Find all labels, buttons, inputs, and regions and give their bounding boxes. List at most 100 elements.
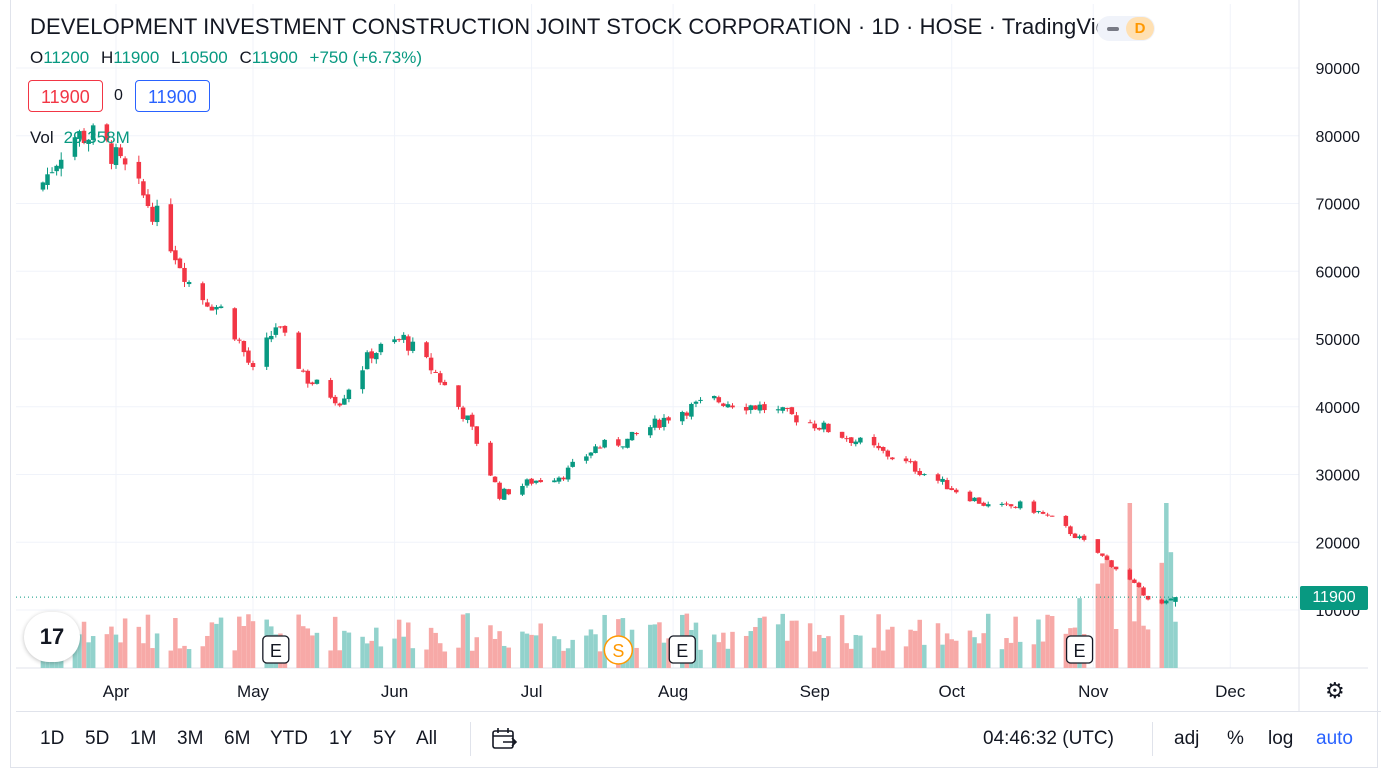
range-3m-button[interactable]: 3M [177, 728, 204, 749]
volume-bar [428, 627, 434, 668]
candle-body [392, 339, 397, 343]
volume-bar [561, 650, 566, 668]
candle-body [848, 437, 854, 444]
candle-body [1049, 515, 1055, 517]
candle-body [652, 418, 658, 428]
candle-body [725, 404, 731, 408]
x-tick-label: Apr [103, 682, 130, 701]
volume-bar [597, 651, 603, 668]
candle-body [812, 423, 817, 429]
candle-body [269, 335, 274, 340]
volume-bar [86, 642, 91, 668]
candle-body [1045, 514, 1050, 516]
range-5d-button[interactable]: 5D [85, 728, 110, 749]
candle-body [305, 370, 311, 384]
volume-bar [501, 645, 507, 668]
candle-body [839, 431, 845, 438]
candle-body [602, 439, 607, 448]
buy-button[interactable]: 11900 [135, 80, 210, 112]
candle-body [209, 306, 215, 311]
candle-body [1040, 511, 1046, 514]
y-tick-label: 40000 [1316, 400, 1361, 417]
volume-bar [136, 626, 142, 668]
auto-toggle[interactable]: auto [1316, 728, 1353, 749]
volume-bar [104, 634, 110, 668]
range-1d-button[interactable]: 1D [40, 728, 65, 749]
log-toggle[interactable]: log [1268, 728, 1294, 749]
gear-icon[interactable]: ⚙ [1325, 678, 1345, 703]
candle-body [122, 158, 128, 165]
volume-bar [1063, 633, 1069, 668]
candle-body [364, 352, 370, 370]
volume-bar [1095, 583, 1101, 668]
candle-body [86, 139, 91, 144]
range-all-button[interactable]: All [416, 728, 438, 749]
volume-bar [944, 633, 950, 668]
volume-bar [648, 624, 653, 668]
volume-bar [474, 637, 480, 668]
range-1y-button[interactable]: 1Y [329, 728, 353, 749]
clock-readout[interactable]: 04:46:32 (UTC) [983, 728, 1114, 749]
volume-bar [949, 639, 954, 668]
candle-body [218, 306, 224, 309]
range-6m-button[interactable]: 6M [224, 728, 251, 749]
candle-body [200, 283, 206, 301]
volume-bar [999, 649, 1005, 668]
candle-body [743, 407, 749, 411]
ohlc-high-value: 11900 [113, 48, 160, 67]
sell-button[interactable]: 11900 [28, 80, 103, 112]
volume-bar [1100, 563, 1105, 668]
candle-body [246, 350, 251, 363]
candle-body [1164, 600, 1169, 604]
candle-body [442, 381, 448, 386]
calendar-icon[interactable] [490, 726, 518, 758]
price-chart[interactable]: 90000 80000 70000 60000 50000 40000 30000 20000… [0, 0, 1381, 712]
candle-body [497, 482, 502, 499]
volume-bar [1104, 555, 1110, 668]
volume-bar [109, 626, 114, 668]
volume-bar [1132, 621, 1137, 668]
range-ytd-button[interactable]: YTD [270, 728, 308, 749]
volume-bar [437, 643, 443, 668]
candle-body [981, 502, 986, 506]
y-tick-label: 20000 [1316, 535, 1361, 552]
chart-widget [10, 0, 1378, 768]
volume-bar [807, 623, 813, 668]
adj-toggle[interactable]: adj [1174, 728, 1200, 749]
candle-body [565, 467, 571, 480]
candle-body [999, 503, 1005, 505]
candle-body [935, 474, 941, 481]
candle-body [214, 306, 219, 310]
volume-bar [657, 622, 662, 668]
volume-bar [81, 621, 87, 668]
volume-bar [241, 626, 247, 668]
candle-body [1008, 504, 1014, 507]
volume-bar [118, 642, 123, 668]
volume-bar [1045, 614, 1050, 668]
candle-body [54, 165, 59, 172]
candle-body [374, 353, 379, 360]
candle-body [1072, 533, 1078, 539]
volume-bar [506, 647, 511, 668]
range-5y-button[interactable]: 5Y [373, 728, 397, 749]
collapse-icon[interactable] [1107, 27, 1119, 31]
candle-body [1004, 503, 1009, 505]
candle-body [492, 476, 498, 483]
candle-body [428, 357, 434, 371]
candle-body [858, 437, 863, 443]
percent-toggle[interactable]: % [1227, 728, 1244, 749]
volume-bar [912, 630, 918, 668]
candle-body [77, 131, 82, 139]
range-1m-button[interactable]: 1M [130, 728, 157, 749]
volume-bar [410, 648, 416, 668]
volume-bar [935, 623, 941, 668]
timeframe-pill[interactable]: D [1097, 16, 1155, 41]
candle-body [944, 480, 950, 490]
tradingview-logo[interactable]: 17 [24, 612, 80, 662]
volume-bar [1109, 564, 1114, 668]
candle-body [1109, 560, 1114, 567]
candle-body [826, 423, 831, 433]
volume-bar [378, 646, 384, 668]
candle-body [300, 370, 306, 372]
candle-body [912, 461, 918, 472]
